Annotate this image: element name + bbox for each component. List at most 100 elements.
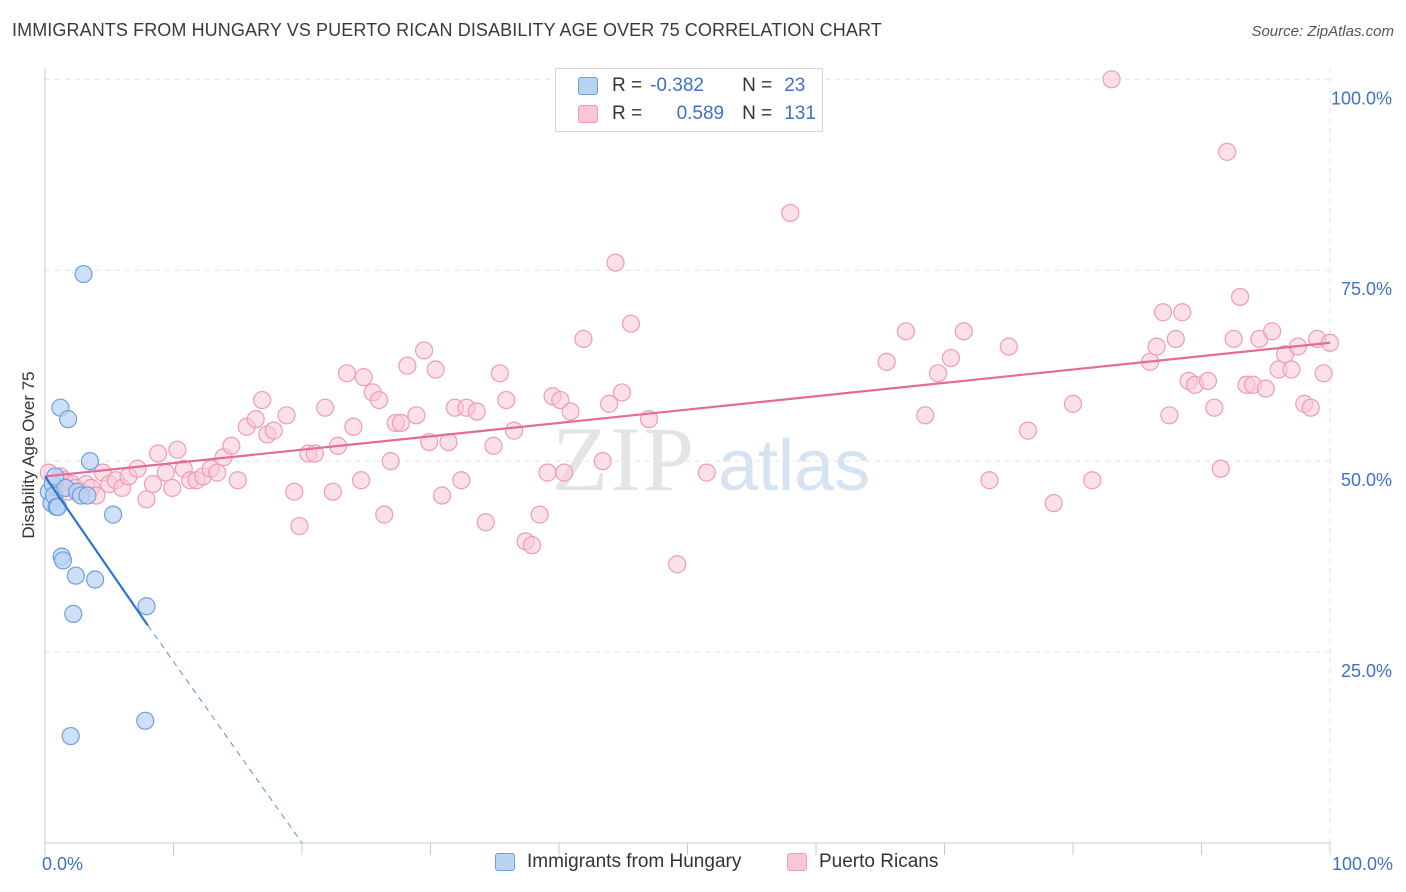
n-value-puerto-ricans: 131 <box>784 103 816 124</box>
hungary-point <box>74 264 93 284</box>
axes <box>44 68 1331 855</box>
hungary-point <box>137 597 156 616</box>
hungary-point <box>78 486 97 505</box>
puerto-ricans-point <box>1211 459 1230 478</box>
puerto-ricans-point <box>668 555 687 574</box>
puerto-ricans-point <box>555 463 574 482</box>
hungary-swatch <box>578 77 598 95</box>
puerto-ricans-point <box>163 478 182 497</box>
puerto-ricans-point <box>354 368 373 387</box>
puerto-ricans-point <box>381 452 400 471</box>
puerto-ricans-point <box>432 486 452 505</box>
puerto-ricans-trend-line <box>44 341 1331 478</box>
puerto-ricans-point <box>285 482 304 501</box>
hungary-point <box>53 551 73 570</box>
puerto-ricans-point <box>1018 421 1038 440</box>
puerto-ricans-point <box>1256 379 1275 398</box>
series-hungary <box>39 264 156 746</box>
puerto-ricans-point <box>156 463 175 482</box>
puerto-ricans-point <box>954 322 973 341</box>
y-tick-label: 25.0% <box>1341 661 1392 681</box>
puerto-ricans-legend-swatch <box>787 853 807 871</box>
puerto-ricans-point <box>522 536 542 555</box>
y-axis-label: Disability Age Over 75 <box>19 371 38 538</box>
puerto-ricans-point <box>222 436 241 455</box>
puerto-ricans-point <box>323 482 342 501</box>
hungary-point <box>104 505 123 524</box>
puerto-ricans-point <box>497 390 516 410</box>
puerto-ricans-point <box>504 421 524 440</box>
puerto-ricans-point <box>1160 406 1179 425</box>
puerto-ricans-point <box>228 471 247 490</box>
puerto-ricans-point <box>414 341 434 360</box>
puerto-ricans-point <box>1205 398 1224 417</box>
hungary-legend-swatch <box>495 853 515 871</box>
puerto-ricans-point <box>290 516 309 536</box>
puerto-ricans-point <box>1102 70 1121 89</box>
puerto-ricans-point <box>1063 394 1083 413</box>
y-tick-label: 100.0% <box>1331 88 1392 108</box>
puerto-ricans-point <box>551 390 570 410</box>
puerto-ricans-point <box>137 490 156 509</box>
puerto-ricans-point <box>593 452 612 471</box>
puerto-ricans-point <box>398 356 417 375</box>
watermark: ZIP atlas <box>552 408 870 510</box>
puerto-ricans-point <box>781 203 800 223</box>
puerto-ricans-point <box>1301 398 1320 417</box>
r-value-puerto-ricans: 0.589 <box>676 103 725 124</box>
y-tick-label: 50.0% <box>1341 470 1392 490</box>
puerto-ricans-point <box>1282 360 1301 379</box>
hungary-point <box>48 497 67 517</box>
puerto-ricans-point <box>1044 494 1063 513</box>
puerto-ricans-point <box>253 390 272 410</box>
puerto-ricans-point <box>344 417 363 436</box>
n-value-hungary: 23 <box>784 75 806 96</box>
legend-item-puerto-ricans: Puerto Ricans <box>787 851 938 873</box>
legend-row-puerto-ricans: R = 0.589 N = 131 <box>578 101 816 127</box>
watermark-atlas: atlas <box>718 426 870 506</box>
puerto-ricans-point <box>530 505 549 524</box>
puerto-ricans-point <box>208 463 227 482</box>
puerto-ricans-point <box>941 348 961 368</box>
puerto-ricans-point <box>148 444 168 463</box>
trend-lines <box>44 341 1331 844</box>
gridlines <box>45 68 1331 843</box>
puerto-ricans-point <box>1083 471 1102 490</box>
puerto-ricans-point <box>621 314 641 333</box>
source-label: Source: ZipAtlas.com <box>1251 23 1394 40</box>
hungary-point <box>80 452 100 471</box>
puerto-ricans-point <box>1218 142 1237 161</box>
series-legend: Immigrants from Hungary Puerto Ricans <box>0 851 1406 877</box>
puerto-ricans-point <box>316 398 335 417</box>
puerto-ricans-point <box>143 474 163 494</box>
puerto-ricans-point <box>352 471 371 490</box>
x-tick-labels: 0.0% 100.0% <box>42 854 1393 874</box>
hungary-point <box>61 726 80 746</box>
puerto-ricans-point <box>1198 371 1218 391</box>
puerto-ricans-point <box>896 322 916 341</box>
puerto-ricans-point <box>1230 287 1250 307</box>
r-label: R = <box>612 103 643 124</box>
puerto-ricans-point <box>407 406 426 425</box>
legend-item-hungary: Immigrants from Hungary <box>495 851 741 873</box>
y-tick-labels: 25.0% 50.0% 75.0% 100.0% <box>1331 88 1392 681</box>
puerto-ricans-point <box>426 360 445 379</box>
hungary-point <box>136 711 155 730</box>
puerto-ricans-point <box>612 383 632 402</box>
puerto-ricans-point <box>490 364 509 383</box>
hungary-trend-line <box>44 475 149 626</box>
n-label: N = <box>742 103 773 124</box>
x-tick-label: 0.0% <box>42 854 83 874</box>
puerto-ricans-point <box>264 421 283 440</box>
puerto-ricans-point <box>1153 303 1173 322</box>
puerto-ricans-point <box>1224 329 1243 349</box>
puerto-ricans-point <box>452 471 471 490</box>
puerto-ricans-point <box>246 410 265 429</box>
correlation-legend: R = -0.382 N = 23 R = 0.589 N = 131 <box>555 68 823 132</box>
n-label: N = <box>742 75 773 96</box>
puerto-ricans-point <box>980 471 999 490</box>
hungary-point <box>86 570 105 589</box>
puerto-ricans-point <box>928 364 948 383</box>
puerto-ricans-point <box>1314 364 1333 383</box>
puerto-ricans-point <box>467 402 486 421</box>
